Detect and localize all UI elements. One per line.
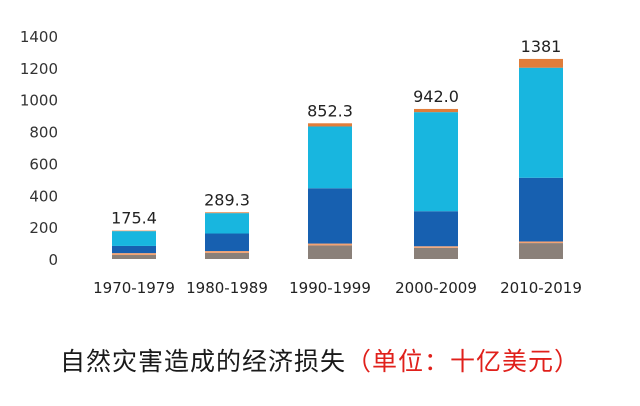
total-label: 175.4 <box>111 209 157 228</box>
chart-title: 自然灾害造成的经济损失 <box>59 347 346 376</box>
bar-segment <box>205 233 249 252</box>
y-tick-label: 800 <box>29 124 58 142</box>
y-tick-label: 400 <box>29 187 58 205</box>
bar-segment <box>205 252 249 259</box>
x-tick-label: 2000-2009 <box>395 279 477 297</box>
total-label: 289.3 <box>204 190 250 209</box>
y-tick-label: 0 <box>48 251 58 269</box>
total-labels: 175.4 289.3 852.3 942.0 1381 <box>111 37 561 228</box>
bars-layer <box>112 58 563 259</box>
bar-segment <box>519 177 563 242</box>
bar-segment <box>519 67 563 178</box>
bar-segment <box>205 212 249 214</box>
total-label: 942.0 <box>413 87 459 106</box>
bar-segment <box>308 126 352 189</box>
bar-segment <box>414 247 458 259</box>
x-axis: 1970-1979 1980-1989 1990-1999 2000-2009 2010… <box>93 279 582 297</box>
total-label: 852.3 <box>307 101 353 120</box>
bar-segment <box>205 213 249 234</box>
y-axis: 0 200 400 600 800 1000 1200 1400 <box>20 28 58 269</box>
bar-segment <box>414 246 458 248</box>
chart-caption: 自然灾害造成的经济损失（单位：十亿美元） <box>0 342 640 378</box>
x-tick-label: 1980-1989 <box>186 279 268 297</box>
bar-segment <box>519 243 563 259</box>
bar-segment <box>308 123 352 127</box>
y-tick-label: 1000 <box>20 92 58 110</box>
total-label: 1381 <box>521 37 562 56</box>
stacked-bar-chart: 0 200 400 600 800 1000 1200 1400 175.4 289.3 852.… <box>20 28 582 297</box>
y-tick-label: 1400 <box>20 28 58 46</box>
bar-segment <box>112 253 156 256</box>
x-tick-label: 1990-1999 <box>289 279 371 297</box>
bar-segment <box>205 251 249 253</box>
bar-segment <box>112 245 156 254</box>
bar-segment <box>519 58 563 68</box>
bar-segment <box>308 245 352 259</box>
y-tick-label: 600 <box>29 155 58 173</box>
x-tick-label: 1970-1979 <box>93 279 175 297</box>
bar-segment <box>112 231 156 246</box>
bar-segment <box>414 112 458 212</box>
bar-segment <box>308 188 352 244</box>
bar-segment <box>414 211 458 247</box>
bar-segment <box>308 243 352 246</box>
y-tick-label: 1200 <box>20 60 58 78</box>
x-tick-label: 2010-2019 <box>500 279 582 297</box>
bar-segment <box>112 255 156 259</box>
bar-segment <box>519 241 563 244</box>
bar-segment <box>414 108 458 113</box>
unit-note: （单位：十亿美元） <box>346 347 581 376</box>
y-tick-label: 200 <box>29 219 58 237</box>
